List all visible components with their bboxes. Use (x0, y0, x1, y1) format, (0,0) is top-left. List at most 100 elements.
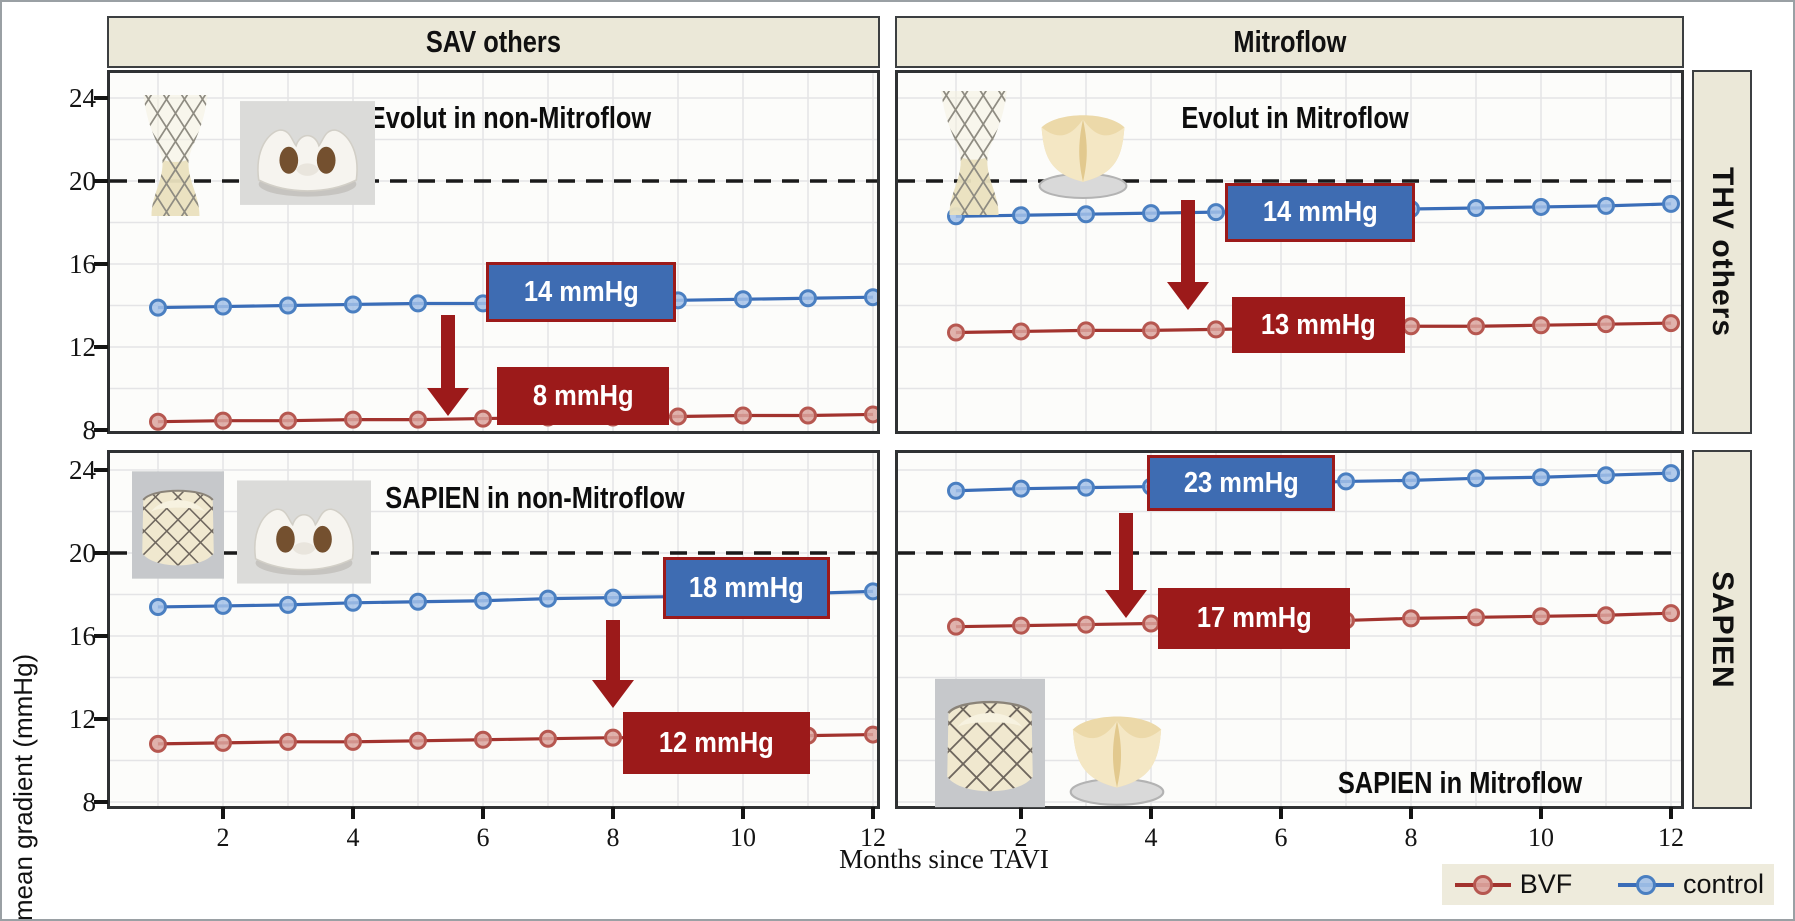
bvf-marker (214, 733, 232, 752)
bvf-marker (1597, 606, 1615, 625)
x-tick-mark (1539, 807, 1543, 819)
control-marker (799, 289, 817, 308)
control-gradient-annotation: 23 mmHg (1147, 455, 1335, 511)
y-tick-mark (94, 800, 108, 804)
control-marker (344, 295, 362, 314)
control-marker (1142, 204, 1160, 223)
panel-sapien-in-mitroflow: SAPIEN in Mitroflow 23 mmHg 17 mmHg (895, 450, 1684, 809)
y-tick-label: 20 (69, 538, 96, 568)
bvf-marker (669, 407, 687, 426)
bvf-marker (1467, 317, 1485, 336)
bvf-marker (409, 731, 427, 750)
bvf-marker (1597, 315, 1615, 334)
control-marker (864, 288, 877, 307)
row-header-thv-others: THV others (1692, 70, 1752, 434)
x-tick-mark (741, 807, 745, 819)
panel-title: Evolut in Mitroflow (1181, 100, 1409, 135)
mitroflow-valve-image (1069, 715, 1165, 806)
x-tick-mark (1669, 807, 1673, 819)
x-tick-mark (611, 807, 615, 819)
x-tick-label: 12 (860, 823, 886, 852)
column-header-sav-others-label: SAV others (425, 24, 562, 59)
bvf-marker (864, 405, 877, 424)
row-header-sapien-label: SAPIEN (1706, 570, 1739, 689)
bvf-marker (214, 411, 232, 430)
evolut-stent-image (133, 93, 218, 218)
control-marker (604, 588, 622, 607)
bvf-marker (474, 409, 492, 428)
gradient-reduction-arrow-icon (427, 315, 469, 416)
bvf-marker (1662, 604, 1680, 623)
bvf-marker (1402, 317, 1420, 336)
bvf-marker (409, 410, 427, 429)
surgical-valve-image (237, 479, 371, 585)
column-header-mitroflow-label: Mitroflow (1233, 24, 1346, 59)
x-tick-mark (481, 807, 485, 819)
panel-sapien-in-non-mitroflow: SAPIEN in non-Mitroflow 18 mmHg 12 mmHg (107, 450, 880, 809)
gradient-reduction-arrow-icon (1167, 200, 1209, 310)
y-tick-label: 12 (69, 704, 96, 734)
bvf-marker (947, 323, 965, 342)
control-gradient-annotation: 18 mmHg (663, 557, 830, 619)
control-marker (1402, 471, 1420, 490)
surgical-valve-image (240, 100, 375, 206)
control-marker (1337, 472, 1355, 491)
y-tick-label: 24 (69, 455, 96, 485)
y-tick-label: 20 (69, 166, 96, 196)
bvf-marker (1077, 615, 1095, 634)
column-header-mitroflow: Mitroflow (895, 16, 1684, 68)
control-marker (474, 591, 492, 610)
bvf-marker (1142, 614, 1160, 633)
x-tick-label: 10 (1528, 823, 1554, 852)
panel-title: SAPIEN in Mitroflow (1337, 765, 1583, 800)
control-marker (1467, 198, 1485, 217)
x-tick-label: 6 (1274, 823, 1288, 852)
control-marker (1077, 478, 1095, 497)
y-tick-mark (94, 262, 108, 266)
x-tick-label: 4 (1144, 823, 1158, 852)
control-marker (279, 595, 297, 614)
control-marker (214, 596, 232, 615)
y-tick-label: 24 (69, 83, 96, 113)
y-tick-mark (94, 551, 108, 555)
control-marker (149, 298, 167, 317)
row-header-thv-others-label: THV others (1706, 166, 1739, 338)
control-gradient-annotation: 14 mmHg (486, 262, 676, 322)
x-tick-label: 12 (1658, 823, 1684, 852)
x-tick-label: 2 (216, 823, 230, 852)
bvf-legend-marker-icon (1455, 874, 1511, 895)
bvf-marker (1662, 314, 1680, 333)
sapien-valve-image (132, 461, 224, 589)
y-tick-mark (94, 717, 108, 721)
bvf-gradient-annotation: 13 mmHg (1232, 297, 1405, 353)
control-marker (539, 589, 557, 608)
bvf-gradient-annotation: 17 mmHg (1158, 588, 1350, 649)
y-tick-mark (94, 468, 108, 472)
bvf-gradient-annotation: 12 mmHg (623, 712, 810, 774)
bvf-marker (1532, 316, 1550, 335)
control-marker (344, 593, 362, 612)
x-tick-mark (1409, 807, 1413, 819)
gradient-reduction-arrow-icon (592, 620, 634, 708)
control-marker (1207, 203, 1225, 222)
x-tick-mark (871, 807, 875, 819)
bvf-marker (279, 411, 297, 430)
bvf-marker (1142, 321, 1160, 340)
control-marker (1662, 194, 1680, 213)
control-marker (1467, 469, 1485, 488)
y-tick-label: 16 (69, 621, 96, 651)
bvf-marker (1077, 321, 1095, 340)
bvf-legend-label: BVF (1519, 869, 1573, 899)
control-marker (1077, 205, 1095, 224)
control-marker (149, 597, 167, 616)
bvf-marker (1402, 609, 1420, 628)
control-marker (1012, 479, 1030, 498)
legend: BVF control (1442, 864, 1774, 905)
control-marker (1532, 197, 1550, 216)
bvf-marker (149, 734, 167, 753)
panel-evolut-in-non-mitroflow: Evolut in non-Mitroflow 14 mmHg 8 mmHg (107, 70, 880, 434)
control-marker (1012, 206, 1030, 225)
x-tick-mark (1279, 807, 1283, 819)
mitroflow-valve-image (1038, 114, 1128, 199)
